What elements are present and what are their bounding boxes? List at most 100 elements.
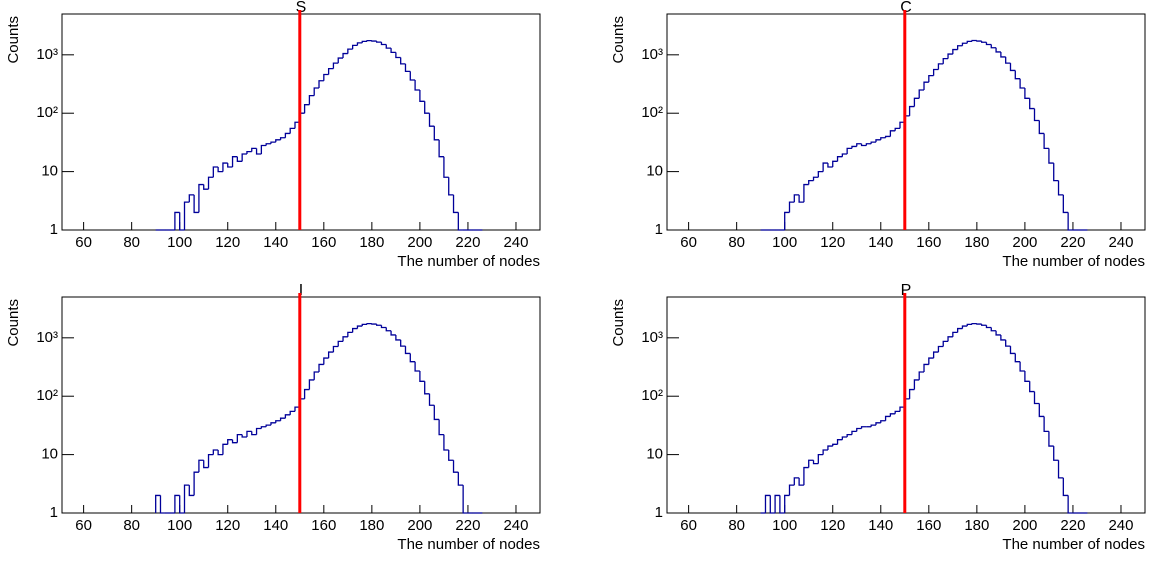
y-axis-label: Counts (5, 16, 22, 64)
histogram-bin (817, 453, 824, 464)
histogram-bin (812, 176, 819, 181)
histogram-bin (851, 145, 857, 149)
histogram-bin (179, 495, 185, 514)
x-tick-label: 220 (1060, 517, 1085, 534)
histogram-bin (832, 160, 838, 167)
histogram-bin (212, 166, 219, 178)
x-tick-label: 240 (1108, 234, 1133, 251)
histogram-bin (889, 413, 896, 417)
x-tick-label: 100 (167, 234, 192, 251)
histogram-bin (913, 97, 920, 107)
histogram-bin (452, 460, 459, 473)
histogram-bin (414, 361, 420, 372)
histogram-bin (793, 194, 800, 203)
x-tick-label: 160 (916, 234, 941, 251)
histogram-bin (1057, 460, 1064, 479)
histogram-bin (366, 322, 372, 325)
x-tick-label: 240 (503, 234, 528, 251)
x-tick-label: 80 (123, 234, 140, 251)
histogram-bin (956, 45, 963, 50)
y-tick-label: 10² (641, 104, 663, 121)
histogram-bin (966, 40, 973, 44)
histogram-bin (1048, 431, 1054, 447)
histogram-bin (817, 170, 824, 178)
x-tick-label: 180 (964, 517, 989, 534)
histogram-bin (918, 89, 925, 99)
histogram-bin (942, 340, 949, 347)
histogram-bin (188, 485, 195, 497)
histogram-bin (875, 422, 881, 426)
histogram-bin (452, 194, 459, 214)
histogram-bin (385, 44, 392, 49)
y-tick-label: 10 (646, 446, 663, 463)
y-tick-label: 10³ (641, 46, 663, 63)
histogram-bin (1038, 403, 1045, 418)
x-tick-label: 100 (772, 234, 797, 251)
histogram-bin (380, 42, 387, 46)
histogram-bin (798, 194, 804, 203)
x-tick-label: 220 (1060, 234, 1085, 251)
histogram-bin (448, 449, 454, 461)
histogram-bin (222, 162, 228, 172)
histogram-bin (419, 89, 425, 102)
histogram-bin (318, 80, 324, 89)
histogram-bin (337, 340, 344, 347)
histogram-bin (1014, 70, 1021, 80)
histogram-bin (251, 431, 257, 436)
histogram-bin (774, 494, 780, 513)
histogram-bin (294, 121, 300, 129)
histogram-bin (265, 143, 271, 146)
x-axis-label: The number of nodes (1002, 536, 1145, 553)
histogram-bin (236, 156, 243, 162)
histogram-bin (361, 323, 368, 327)
histogram-bin (443, 434, 449, 451)
histogram-bin (856, 427, 862, 432)
histogram-bin (260, 144, 267, 155)
x-tick-label: 200 (1012, 517, 1037, 534)
histogram-bin (217, 166, 223, 173)
histogram-bin (419, 371, 425, 382)
histogram-bin (443, 156, 449, 178)
histogram-bin (303, 104, 310, 114)
y-tick-label: 10 (41, 163, 58, 180)
histogram-bin (990, 44, 997, 49)
histogram-bin (846, 433, 852, 438)
histogram-bin (880, 137, 886, 140)
histogram-bin (289, 410, 295, 415)
x-tick-label: 100 (167, 517, 192, 534)
histogram-bin (198, 183, 204, 213)
histogram-bin (1029, 98, 1035, 110)
histogram-bin (159, 495, 166, 514)
x-tick-label: 60 (680, 517, 697, 534)
histogram-bin (784, 211, 790, 230)
histogram-bin (822, 449, 828, 455)
histogram-bin (404, 63, 411, 73)
histogram-bin (1033, 108, 1040, 122)
histogram-bin (779, 495, 785, 514)
x-tick-label: 240 (1108, 517, 1133, 534)
histogram-bin (351, 44, 358, 50)
histogram-bin (937, 345, 944, 353)
histogram-bin (183, 484, 190, 513)
histogram-bin (1014, 353, 1021, 363)
histogram-bin (985, 42, 992, 46)
histogram-bin (318, 363, 324, 372)
histogram-bin (808, 180, 814, 185)
histogram-bin (400, 339, 406, 347)
histogram-bin (1067, 212, 1073, 231)
histogram-bin (966, 323, 973, 327)
histogram-bin (1048, 148, 1054, 164)
histogram-bin (769, 495, 776, 514)
x-tick-label: 200 (407, 234, 432, 251)
x-axis-label: The number of nodes (397, 253, 540, 270)
histogram-bin (284, 132, 291, 138)
histogram-bin (822, 162, 828, 172)
x-tick-label: 220 (455, 234, 480, 251)
histogram-bin (255, 148, 262, 155)
histogram-bin (832, 443, 838, 447)
x-tick-label: 60 (75, 234, 92, 251)
histogram-bin (932, 351, 939, 359)
histogram-bin (846, 147, 852, 155)
x-tick-label: 140 (263, 517, 288, 534)
